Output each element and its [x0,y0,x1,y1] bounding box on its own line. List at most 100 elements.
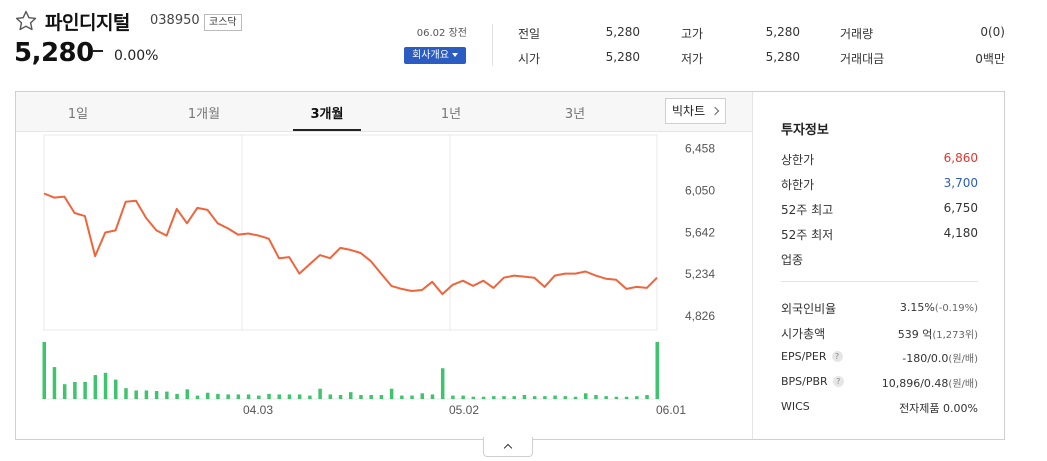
eps-per-label: EPS/PER? [781,350,843,363]
market-cap-number: 539 억 [897,328,933,341]
current-price: 5,280 [14,38,94,68]
chevron-right-icon [710,106,720,116]
volume-bar [308,395,312,399]
high-value: 5,280 [765,25,800,39]
panel-divider [781,281,978,282]
company-info-label: 회사개요 [412,50,449,61]
y-tick-label: 6,050 [685,183,715,197]
volume-bar [624,396,629,399]
period-tabs: 1일 1개월 3개월 1년 3년 빅차트 [16,92,752,132]
volume-bar [103,372,108,399]
amount-value: 0백만 [975,52,1005,66]
price-chart[interactable]: 6,458 6,050 5,642 5,234 4,826 04.03 05.02 06.01 [16,133,752,439]
prev-close-label: 전일 [518,27,541,41]
lower-limit-value: 3,700 [943,176,978,190]
tab-1year[interactable]: 1년 [440,107,462,122]
volume-label: 거래량 [840,27,874,41]
bigchart-label: 빅차트 [672,104,706,118]
volume-bar [257,395,261,399]
volume-bar [420,393,425,399]
volume-bar [185,389,190,399]
tab-3month[interactable]: 3개월 [310,107,344,122]
volume-bar [440,368,445,399]
amount-label: 거래대금 [840,52,885,66]
high-label: 고가 [681,27,704,41]
volume-bar [124,388,128,399]
unchanged-dash-icon [92,50,103,52]
volume-bar [522,395,527,399]
volume-bar [216,393,220,399]
chevron-up-icon [503,443,513,453]
tab-1day[interactable]: 1일 [67,107,89,122]
stock-code: 038950 [150,13,200,28]
volume-bar [461,395,465,399]
foreign-ratio-change: (-0.19%) [934,303,978,314]
low-label: 저가 [681,52,704,66]
header-divider [492,24,493,66]
volume-bar [236,394,241,399]
low52-value: 4,180 [943,226,978,240]
help-icon[interactable]: ? [832,376,844,387]
market-cap-rank: (1,273위) [932,330,978,341]
volume-bar [267,393,271,399]
upper-limit-value: 6,860 [943,151,978,165]
volume-bar [195,395,200,399]
volume-bar [134,390,138,399]
volume-bar [83,381,87,399]
market-cap-label: 시가총액 [781,327,826,341]
help-icon[interactable]: ? [831,351,843,362]
volume-bar [318,388,322,399]
y-tick-label: 5,234 [685,267,715,281]
invest-info-title: 투자정보 [781,123,829,138]
foreign-ratio-value: 3.15%(-0.19%) [900,301,978,314]
collapse-toggle-button[interactable] [483,437,533,457]
volume-value: 0(0) [980,25,1005,39]
tab-3year[interactable]: 3년 [564,107,586,122]
volume-bar [604,396,608,399]
volume-bar [379,395,384,399]
volume-bar [359,395,363,399]
bigchart-button[interactable]: 빅차트 [665,98,726,124]
stock-name: 파인디지털 [45,12,130,34]
volume-bar [389,388,394,399]
y-tick-label: 5,642 [685,225,715,239]
volume-bar [583,393,588,399]
volume-bar [451,395,455,399]
volume-bar [614,396,619,399]
wics-value: 전자제품 0.00% [899,400,978,416]
bps-pbr-text: BPS/PBR [781,375,828,388]
volume-bar [645,395,649,399]
x-tick-label: 04.03 [243,403,273,417]
volume-bar [594,395,598,399]
volume-bar [532,396,537,399]
volume-bar [369,395,373,399]
high52-value: 6,750 [943,201,978,215]
volume-bar [410,395,414,399]
volume-bar [349,392,353,399]
volume-bar [430,394,435,399]
volume-bar [226,394,230,399]
wics-label: WICS [781,400,810,413]
open-label: 시가 [518,52,541,66]
tab-1month[interactable]: 1개월 [187,107,221,122]
favorite-star-icon[interactable] [14,9,38,33]
bps-pbr-label: BPS/PBR? [781,375,844,388]
volume-bar [154,391,159,399]
bps-pbr-unit: (원/배) [948,379,978,390]
change-rate: 0.00% [114,48,159,64]
prev-close-value: 5,280 [605,25,640,39]
y-tick-label: 6,458 [685,142,715,156]
x-tick-label: 06.01 [656,403,686,417]
volume-bar [287,394,292,399]
quote-date: 06.02 장전 [416,28,467,39]
market-badge: 코스닥 [204,14,242,31]
volume-bar [573,396,578,399]
eps-per-number: -180/0.0 [902,352,949,365]
wics-sector[interactable]: 전자제품 [899,402,940,415]
market-cap-value: 539 억(1,273위) [898,326,978,342]
volume-bar [492,396,496,399]
volume-bar [114,379,118,399]
volume-bar [175,393,179,399]
volume-bar [563,396,568,399]
company-info-button[interactable]: 회사개요 [404,47,466,64]
